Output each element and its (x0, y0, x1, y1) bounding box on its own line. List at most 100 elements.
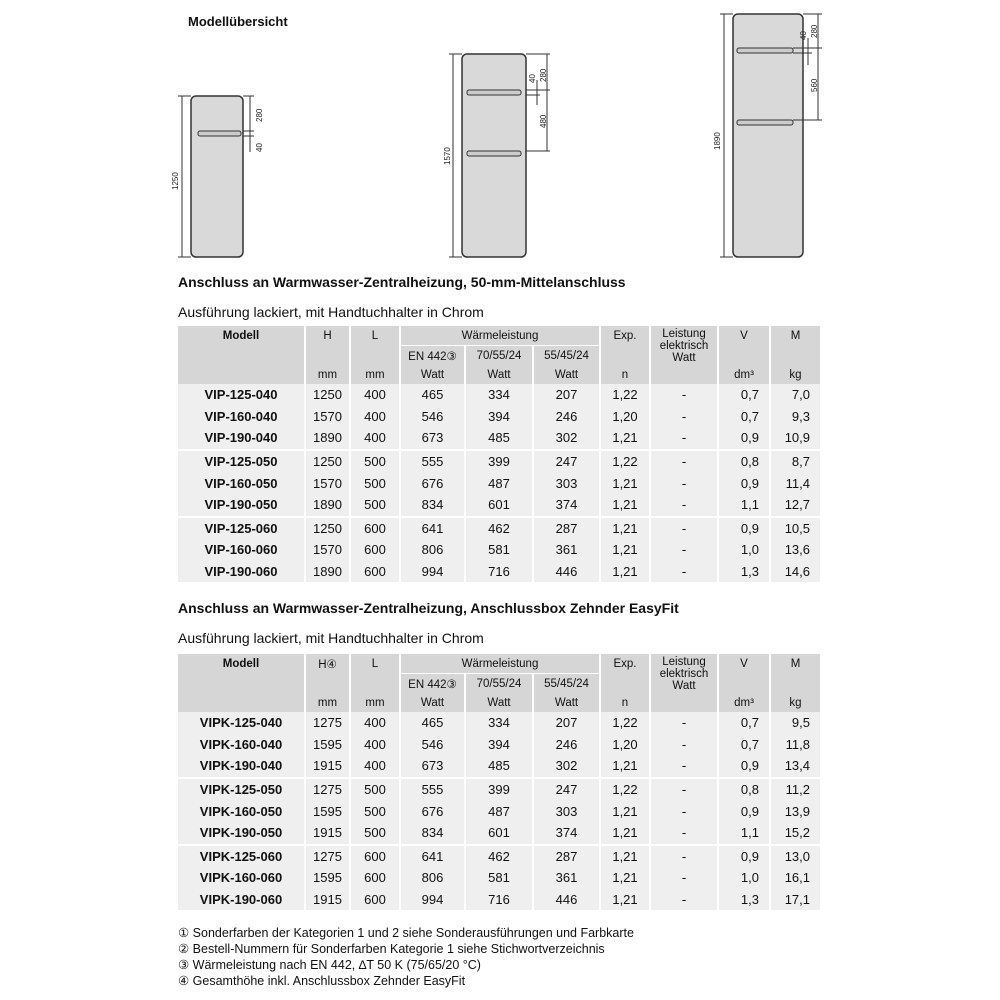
cell-w70: 716 (464, 560, 533, 583)
cell-exponent: 1,22 (599, 776, 650, 801)
cell-model: VIPK-160-060 (178, 867, 305, 889)
cell-length: 400 (349, 384, 400, 406)
cell-exponent: 1,22 (599, 448, 650, 473)
cell-exponent: 1,21 (599, 800, 650, 822)
radiator-panel (732, 13, 804, 258)
cell-height: 1570 (304, 539, 350, 561)
table-row: VIPK-160-050 1595 500 676 487 303 1,21-0,9 13,9 (178, 800, 820, 822)
cell-en442: 673 (399, 427, 465, 450)
cell-en442: 465 (399, 712, 465, 734)
cell-mass: 17,1 (769, 888, 820, 911)
cell-height: 1915 (304, 888, 350, 911)
cell-length: 400 (349, 712, 400, 734)
cell-length: 400 (349, 733, 400, 756)
cell-height: 1250 (304, 384, 350, 406)
drawing-190: 1890 40 280 560 (713, 13, 822, 258)
model-table-2: Modell H④ L Wärmeleistung Exp. Leistung … (178, 654, 820, 911)
cell-height: 1570 (304, 472, 350, 494)
cell-volume: 1,0 (717, 539, 770, 561)
cell-electric: - (649, 493, 718, 517)
cell-volume: 1,0 (717, 867, 770, 889)
cell-electric: - (649, 843, 718, 868)
unit-mm: mm (349, 365, 400, 384)
cell-length: 400 (349, 427, 400, 450)
cell-en442: 641 (399, 515, 465, 540)
cell-electric: - (649, 448, 718, 473)
table-row: VIPK-125-050 1275 500 555 399 247 1,22-0,8 11,2 (178, 776, 820, 801)
cell-w70: 485 (464, 427, 533, 450)
dim-label: 40 (528, 74, 537, 83)
cell-w55: 302 (532, 427, 600, 450)
cell-mass: 14,6 (769, 560, 820, 583)
cell-w70: 399 (464, 776, 533, 801)
cell-exponent: 1,22 (599, 712, 650, 734)
table-body: VIPK-125-040 1275 400 465 334 207 1,22-0,7 9,5 V… (178, 712, 820, 911)
cell-w55: 247 (532, 448, 600, 473)
section2-subheading: Ausführung lackiert, mit Handtuchhalter … (178, 630, 484, 646)
col-70-55-24: 70/55/24 (464, 345, 533, 365)
table-header: Modell H④ L Wärmeleistung Exp. Leistung … (178, 654, 820, 712)
col-en442: EN 442③ (399, 673, 465, 693)
table-row: VIP-190-060 1890 600 994 716 446 1,21-1,3 14,6 (178, 560, 820, 583)
dim-label: 280 (810, 24, 819, 38)
cell-volume: 0,8 (717, 776, 770, 801)
cell-length: 500 (349, 472, 400, 494)
cell-volume: 0,8 (717, 448, 770, 473)
towel-bar (736, 47, 794, 54)
cell-mass: 13,0 (769, 843, 820, 868)
footnote: ② Bestell-Nummern für Sonderfarben Kateg… (178, 942, 605, 956)
section1-subheading: Ausführung lackiert, mit Handtuchhalter … (178, 304, 484, 320)
cell-electric: - (649, 560, 718, 583)
cell-model: VIP-190-060 (178, 560, 305, 583)
cell-volume: 0,9 (717, 800, 770, 822)
col-55-45-24: 55/45/24 (532, 673, 600, 693)
table-row: VIPK-160-060 1595 600 806 581 361 1,21-1,0 16,1 (178, 867, 820, 889)
cell-en442: 676 (399, 800, 465, 822)
cell-electric: - (649, 539, 718, 561)
cell-length: 600 (349, 539, 400, 561)
footnote: ④ Gesamthöhe inkl. Anschlussbox Zehnder … (178, 974, 466, 988)
cell-en442: 834 (399, 493, 465, 517)
cell-en442: 806 (399, 539, 465, 561)
footnotes: ① Sonderfarben der Kategorien 1 und 2 si… (178, 925, 634, 989)
cell-exponent: 1,21 (599, 515, 650, 540)
cell-w70: 601 (464, 493, 533, 517)
cell-mass: 11,8 (769, 733, 820, 756)
cell-mass: 9,3 (769, 405, 820, 428)
cell-w70: 581 (464, 539, 533, 561)
cell-height: 1890 (304, 493, 350, 517)
cell-en442: 641 (399, 843, 465, 868)
cell-w70: 487 (464, 800, 533, 822)
cell-w70: 462 (464, 843, 533, 868)
cell-volume: 0,9 (717, 843, 770, 868)
cell-electric: - (649, 405, 718, 428)
cell-model: VIP-125-060 (178, 515, 305, 540)
cell-height: 1595 (304, 800, 350, 822)
cell-w55: 303 (532, 800, 600, 822)
cell-w55: 302 (532, 755, 600, 778)
cell-exponent: 1,21 (599, 821, 650, 845)
unit-watt: Watt (672, 352, 696, 364)
cell-volume: 0,9 (717, 472, 770, 494)
table-row: VIP-190-050 1890 500 834 601 374 1,21-1,1 12,7 (178, 493, 820, 517)
cell-en442: 465 (399, 384, 465, 406)
model-table-1: Modell H L Wärmeleistung Exp. Leistung e… (178, 326, 820, 583)
cell-height: 1915 (304, 755, 350, 778)
cell-length: 500 (349, 821, 400, 845)
cell-volume: 0,7 (717, 733, 770, 756)
footnote: ① Sonderfarben der Kategorien 1 und 2 si… (178, 926, 634, 940)
col-waermeleistung: Wärmeleistung (399, 326, 600, 346)
cell-w55: 246 (532, 405, 600, 428)
cell-model: VIPK-125-040 (178, 712, 305, 734)
cell-w70: 487 (464, 472, 533, 494)
cell-w70: 485 (464, 755, 533, 778)
table-row: VIP-125-060 1250 600 641 462 287 1,21-0,9 10,5 (178, 515, 820, 540)
cell-model: VIPK-125-060 (178, 843, 305, 868)
table-row: VIP-160-050 1570 500 676 487 303 1,21-0,9 11,4 (178, 472, 820, 494)
model-drawings: 1250 280 40 1570 40 280 480 1890 40 280 … (171, 13, 822, 258)
cell-height: 1275 (304, 843, 350, 868)
unit-watt: Watt (672, 680, 696, 692)
towel-bar (197, 130, 242, 137)
leistung-label: Leistung elektrisch (659, 656, 709, 680)
unit-mm: mm (304, 693, 350, 712)
